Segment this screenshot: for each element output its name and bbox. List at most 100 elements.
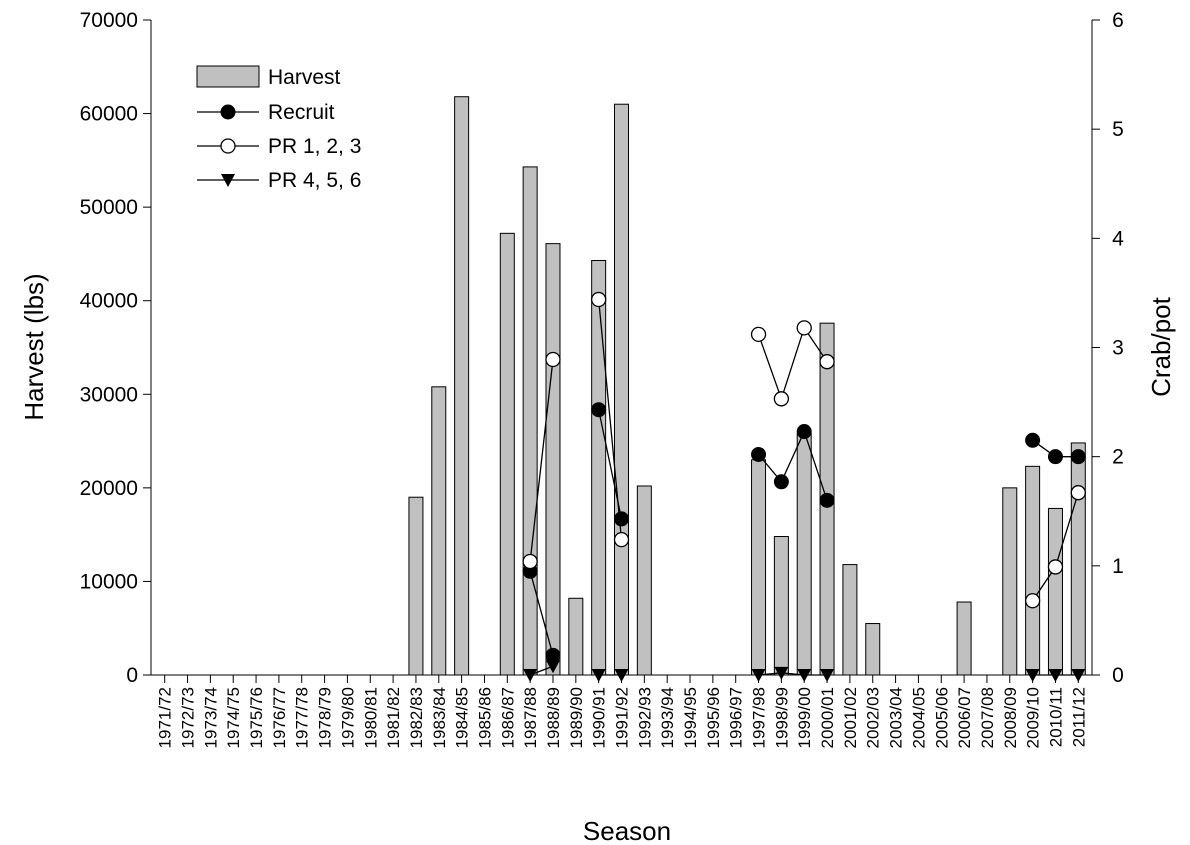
x-tick-label: 1991/92 [613, 687, 632, 748]
recruit-point-2011-12 [1070, 449, 1086, 465]
x-tick-label: 1984/85 [453, 687, 472, 748]
pr-4-5-6-point-1998-99 [774, 666, 789, 680]
pr-1-2-3-point-1997-98 [750, 326, 767, 343]
harvest-bar-1989-90 [568, 597, 584, 676]
y-tick-label: 10000 [80, 570, 138, 593]
y2-tick-label: 2 [1112, 446, 1124, 469]
x-tick-label: 1987/88 [521, 687, 540, 748]
y-tick-label: 20000 [80, 477, 138, 500]
x-axis-ticks: 1971/72 1972/73 1973/74 1974/75 1975/76 1976/… [156, 675, 1088, 748]
harvest-bar-2008-09 [1002, 487, 1018, 676]
x-tick-label: 1972/73 [179, 687, 198, 748]
harvest-bar-1992-93 [636, 485, 652, 676]
x-tick-label: 1990/91 [590, 687, 609, 748]
harvest-bar-1988-89 [545, 243, 561, 676]
y2-axis-title: Crab/pot [1146, 296, 1176, 396]
harvest-bar-2011-12 [1070, 442, 1086, 676]
y-tick-label: 30000 [80, 383, 138, 406]
pr-1-2-3-point-1999-00 [796, 320, 812, 336]
harvest-bar-2002-03 [865, 623, 881, 676]
x-tick-label: 2008/09 [1001, 687, 1020, 748]
x-tick-label: 1977/78 [293, 687, 312, 748]
y-tick-label: 50000 [80, 196, 138, 219]
recruit-point-2010-11 [1047, 449, 1063, 465]
x-tick-label: 1980/81 [361, 687, 380, 748]
x-tick-label: 1978/79 [316, 687, 335, 748]
x-tick-label: 1979/80 [338, 687, 357, 748]
harvest-bar-1990-91 [591, 259, 607, 676]
x-axis-title: Season [583, 816, 671, 845]
harvest-bar-1997-98 [751, 459, 767, 676]
harvest-bar-1986-87 [499, 232, 515, 676]
y-tick-label: 60000 [80, 103, 138, 126]
x-tick-label: 1996/97 [727, 687, 746, 748]
left-axis-ticks: 0 10000 20000 30000 40000 50000 60000 70000 [80, 9, 151, 687]
harvest-bar-1991-92 [614, 103, 629, 676]
x-tick-label: 2005/06 [932, 687, 951, 748]
recruit-line-segment-2 [758, 429, 828, 501]
x-tick-label: 1994/95 [681, 687, 700, 748]
pr-1-2-3-point-1998-99 [773, 391, 790, 407]
recruit-point-2009-10 [1025, 432, 1041, 448]
x-tick-label: 2002/03 [864, 687, 883, 748]
x-tick-label: 1986/87 [498, 687, 517, 748]
legend-label-recruit: Recruit [268, 101, 335, 124]
recruit-line-segment-0 [529, 571, 554, 656]
x-tick-label: 1997/98 [750, 687, 769, 748]
x-tick-label: 1999/00 [795, 687, 814, 748]
x-tick-label: 1992/93 [635, 687, 654, 748]
y-tick-label: 0 [126, 664, 138, 687]
x-tick-label: 1981/82 [384, 687, 403, 748]
x-tick-label: 2004/05 [909, 687, 928, 748]
y-tick-label: 40000 [80, 290, 138, 313]
recruit-point-1988-89 [545, 647, 561, 663]
pr-1-2-3-line-segment-0 [529, 359, 554, 562]
y2-tick-label: 5 [1112, 118, 1124, 141]
harvest-bar-2001-02 [842, 564, 858, 676]
recruit-point-1990-91 [591, 402, 607, 418]
y2-tick-label: 1 [1112, 555, 1124, 578]
x-tick-label: 1989/90 [567, 687, 586, 748]
pr-1-2-3-line-segment-1 [598, 299, 623, 540]
legend-marker-recruit [220, 104, 236, 120]
y2-tick-label: 0 [1112, 664, 1124, 687]
recruit-point-1998-99 [773, 474, 789, 490]
bars-layer [408, 96, 1086, 676]
recruit-point-2000-01 [819, 492, 835, 508]
x-tick-label: 1983/84 [430, 687, 449, 748]
recruit-point-1997-98 [751, 446, 767, 462]
pr-1-2-3-point-2010-11 [1047, 559, 1064, 575]
recruit-point-1999-00 [796, 424, 812, 440]
legend-label-harvest: Harvest [268, 66, 341, 89]
x-tick-label: 2001/02 [841, 687, 860, 748]
x-tick-label: 2009/10 [1024, 687, 1043, 748]
legend-swatch-harvest [196, 65, 260, 88]
harvest-bar-1982-83 [408, 496, 424, 676]
x-tick-label: 1988/89 [544, 687, 563, 748]
y-axis-title: Harvest (lbs) [19, 273, 49, 420]
x-tick-label: 2010/11 [1046, 687, 1065, 747]
x-tick-label: 1993/94 [658, 687, 677, 748]
legend: Harvest Recruit PR 1, 2, 3 PR 4, 5, 6 [196, 65, 361, 192]
pr-1-2-3-line-segment-2 [757, 326, 828, 401]
pr-4-5-6-point-1988-89 [545, 660, 560, 674]
x-tick-label: 1998/99 [772, 687, 791, 748]
pr-1-2-3-point-2011-12 [1070, 485, 1086, 501]
legend-label-pr123: PR 1, 2, 3 [268, 135, 361, 158]
x-tick-label: 1973/74 [201, 687, 220, 748]
x-tick-label: 1975/76 [247, 687, 266, 748]
harvest-bar-1983-84 [431, 386, 447, 676]
harvest-bar-1984-85 [454, 96, 470, 676]
x-tick-label: 2011/12 [1069, 687, 1088, 747]
harvest-bar-1998-99 [773, 536, 789, 676]
harvest-bar-1987-88 [522, 166, 538, 676]
y-tick-label: 70000 [80, 9, 138, 32]
x-tick-label: 1982/83 [407, 687, 426, 748]
y2-tick-label: 4 [1112, 227, 1124, 250]
legend-marker-pr123 [220, 138, 236, 154]
recruit-point-1991-92 [614, 511, 629, 527]
harvest-bar-2009-10 [1025, 465, 1041, 676]
y2-tick-label: 3 [1112, 337, 1124, 360]
harvest-bar-2006-07 [956, 601, 972, 676]
